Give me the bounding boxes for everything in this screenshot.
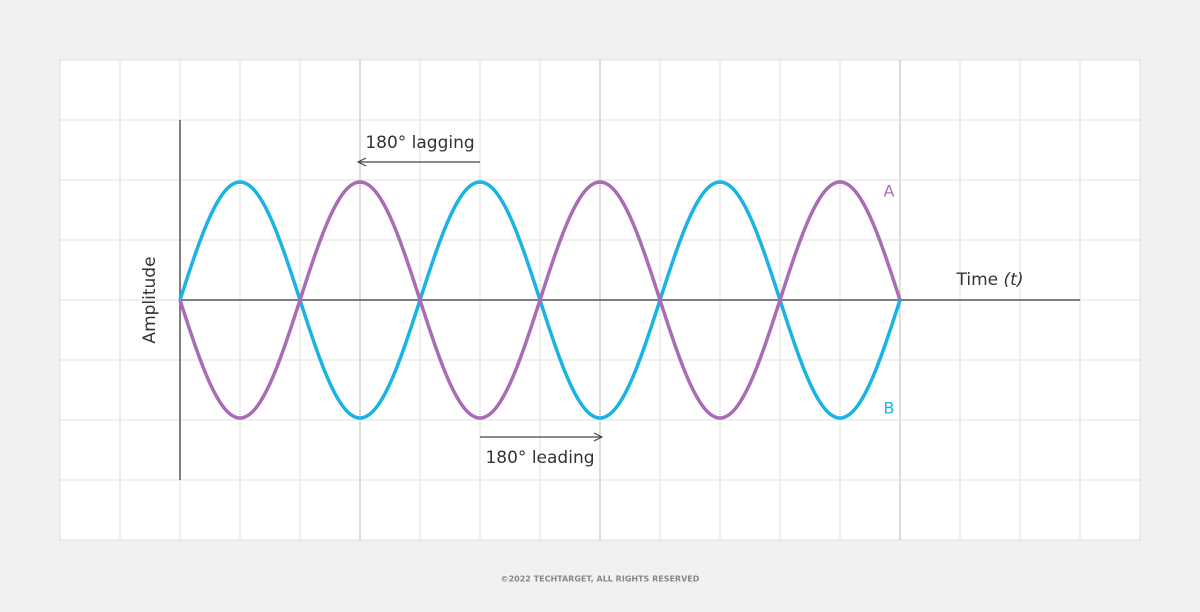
leading-label: 180° leading — [485, 448, 594, 468]
lagging-label: 180° lagging — [365, 133, 474, 153]
y-axis-label: Amplitude — [140, 256, 160, 343]
x-axis-name: Time — [956, 270, 999, 290]
x-axis-label: Time (t) — [956, 270, 1024, 290]
wave-b-label: B — [884, 399, 895, 418]
x-axis-symbol: (t) — [1004, 270, 1024, 290]
wave-a — [178, 180, 902, 420]
wave-a-label: A — [884, 182, 895, 201]
copyright: ©2022 TECHTARGET, ALL RIGHTS RESERVED — [501, 575, 700, 584]
